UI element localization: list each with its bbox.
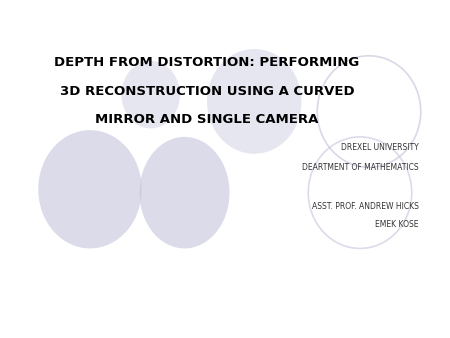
- Ellipse shape: [207, 49, 302, 154]
- Text: 3D RECONSTRUCTION USING A CURVED: 3D RECONSTRUCTION USING A CURVED: [60, 85, 354, 98]
- Text: DEARTMENT OF MATHEMATICS: DEARTMENT OF MATHEMATICS: [302, 163, 419, 172]
- Ellipse shape: [122, 61, 180, 128]
- Text: EMEK KOSE: EMEK KOSE: [375, 220, 418, 229]
- Text: DREXEL UNIVERSITY: DREXEL UNIVERSITY: [341, 143, 418, 151]
- Text: MIRROR AND SINGLE CAMERA: MIRROR AND SINGLE CAMERA: [95, 114, 319, 126]
- Ellipse shape: [38, 130, 142, 248]
- Text: ASST. PROF. ANDREW HICKS: ASST. PROF. ANDREW HICKS: [311, 202, 418, 211]
- Text: DEPTH FROM DISTORTION: PERFORMING: DEPTH FROM DISTORTION: PERFORMING: [54, 56, 360, 69]
- Ellipse shape: [140, 137, 230, 248]
